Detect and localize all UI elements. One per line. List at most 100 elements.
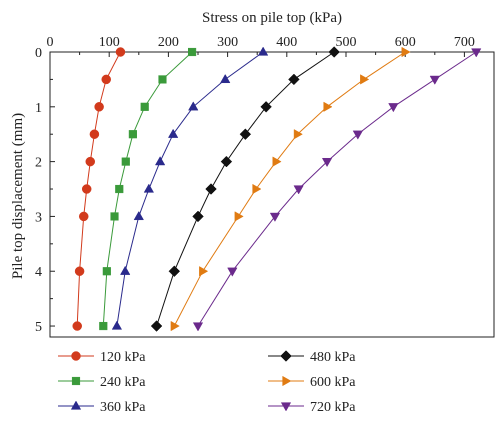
series — [72, 47, 126, 331]
data-point — [471, 48, 482, 58]
x-tick-label: 0 — [47, 35, 54, 50]
data-point — [234, 211, 244, 222]
data-point — [170, 320, 180, 332]
legend-item: 360 kPa — [58, 400, 146, 415]
legend: 120 kPa 240 kPa 360 kPa 480 kPa 600 kPa 720 k… — [58, 350, 356, 415]
legend-label: 240 kPa — [100, 375, 146, 390]
data-point — [89, 129, 100, 139]
legend-label: 480 kPa — [310, 350, 356, 365]
data-point — [188, 47, 197, 57]
data-point — [72, 321, 82, 331]
data-point — [401, 46, 411, 58]
data-point — [239, 128, 252, 140]
series — [170, 46, 411, 332]
data-point — [121, 157, 130, 166]
legend-label: 360 kPa — [100, 400, 146, 415]
data-point — [280, 402, 292, 412]
data-point — [168, 265, 181, 277]
data-point — [269, 212, 281, 222]
data-point — [70, 400, 82, 410]
legend-item: 240 kPa — [58, 375, 146, 390]
data-point — [388, 103, 399, 113]
data-point — [85, 156, 96, 167]
legend-item: 720 kPa — [268, 400, 356, 415]
legend-item: 120 kPa — [58, 350, 146, 365]
x-tick-label: 200 — [158, 35, 179, 50]
x-axis: 0 100 200 300 400 500 600 700 — [47, 35, 475, 57]
data-point — [71, 376, 81, 386]
y-tick-label: 0 — [35, 46, 42, 61]
data-point — [78, 211, 89, 222]
data-point — [71, 351, 81, 361]
series — [192, 48, 482, 332]
data-point — [252, 183, 262, 195]
legend-label: 120 kPa — [100, 350, 146, 365]
series-layer — [72, 46, 482, 332]
series — [111, 46, 269, 330]
y-tick-label: 1 — [35, 101, 42, 116]
data-point — [328, 46, 340, 58]
data-point — [115, 47, 126, 57]
data-point — [293, 129, 303, 140]
data-point — [101, 74, 111, 85]
data-point — [205, 183, 217, 195]
x-tick-label: 300 — [217, 35, 238, 50]
data-point — [220, 73, 231, 84]
data-point — [280, 350, 292, 362]
x-tick-label: 400 — [276, 35, 297, 50]
data-point — [154, 156, 166, 166]
data-point — [272, 156, 282, 167]
data-point — [133, 210, 144, 221]
data-point — [220, 155, 233, 168]
data-point — [227, 267, 238, 277]
y-axis: 0 1 2 3 4 5 — [35, 46, 55, 335]
data-point — [199, 266, 209, 277]
y-tick-label: 4 — [35, 265, 42, 280]
data-point — [110, 212, 119, 221]
legend-item: 600 kPa — [268, 375, 356, 390]
series-line — [197, 51, 477, 327]
legend-item: 480 kPa — [268, 350, 356, 365]
legend-label: 600 kPa — [310, 375, 356, 390]
x-tick-label: 700 — [454, 35, 475, 50]
data-point — [120, 265, 131, 275]
data-point — [288, 73, 300, 86]
data-point — [150, 320, 163, 332]
x-tick-label: 100 — [99, 35, 120, 50]
y-tick-label: 2 — [35, 156, 42, 171]
data-point — [167, 128, 179, 138]
data-point — [352, 130, 363, 140]
legend-label: 720 kPa — [310, 400, 356, 415]
data-point — [257, 46, 269, 56]
x-tick-label: 600 — [395, 35, 416, 50]
data-point — [140, 102, 149, 111]
y-tick-label: 3 — [35, 210, 42, 225]
data-point — [260, 101, 272, 113]
series-line — [116, 51, 264, 327]
data-point — [192, 322, 204, 332]
data-point — [99, 321, 108, 331]
data-point — [293, 185, 304, 195]
data-point — [74, 266, 85, 276]
data-point — [323, 101, 333, 112]
y-tick-label: 5 — [35, 320, 42, 335]
series — [150, 46, 340, 332]
data-point — [115, 184, 124, 194]
plot-frame — [49, 51, 495, 338]
data-point — [192, 210, 204, 223]
data-point — [81, 184, 92, 194]
x-tick-label: 500 — [336, 35, 357, 50]
series-line — [156, 51, 335, 327]
data-point — [158, 75, 167, 84]
data-point — [321, 157, 333, 168]
series — [99, 47, 197, 331]
data-point — [94, 102, 104, 112]
data-point — [429, 75, 440, 85]
data-point — [360, 74, 370, 85]
y-axis-title: Pile top displacement (mm) — [10, 113, 26, 279]
data-point — [143, 183, 155, 193]
data-point — [188, 101, 199, 111]
data-point — [128, 130, 137, 139]
data-point — [282, 375, 292, 387]
